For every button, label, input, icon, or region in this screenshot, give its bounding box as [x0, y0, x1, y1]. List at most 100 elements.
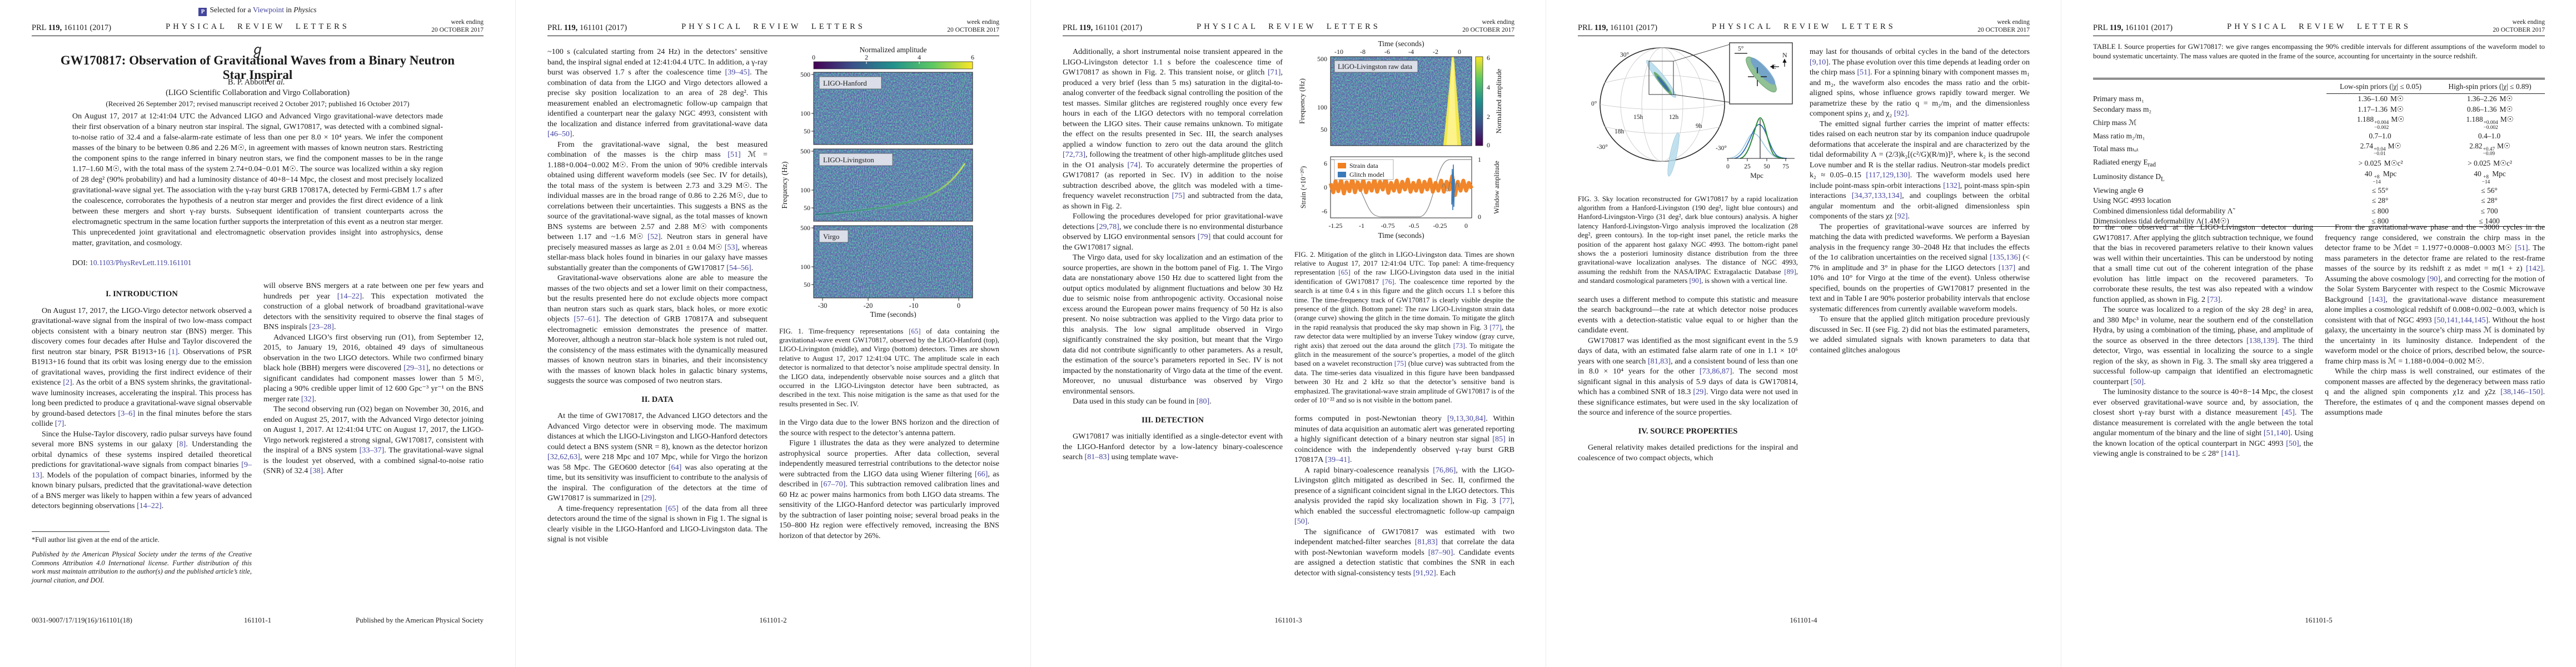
citation-link[interactable]: [72,73] [1063, 150, 1086, 159]
citation-link[interactable]: [143] [2368, 295, 2386, 304]
citation-link[interactable]: [138,139] [2246, 336, 2278, 345]
citation-link[interactable]: [34,37,133,134] [1851, 191, 1902, 200]
citation-link[interactable]: [81–83] [1084, 452, 1110, 461]
table-row: Secondary mass m₂ 1.17–1.36 M☉ 0.86–1.36 M… [2093, 104, 2513, 113]
svg-text:-8: -8 [1360, 48, 1366, 56]
citation-link[interactable]: [29–31] [403, 364, 428, 372]
citation-link[interactable]: [38] [310, 466, 323, 475]
citation-link[interactable]: [90] [2427, 274, 2440, 283]
citation-link[interactable]: [38,146–150] [2500, 387, 2543, 396]
citation-link[interactable]: [53] [724, 242, 738, 252]
column-5-left: to the one observed at the LIGO-Livingst… [2093, 222, 2313, 610]
paragraph: GW170817 was initially identified as a s… [1063, 432, 1283, 461]
citation-link[interactable]: [73] [2207, 295, 2220, 304]
svg-text:500: 500 [1317, 55, 1327, 63]
citation-link[interactable]: [29] [1693, 387, 1706, 397]
citation-link[interactable]: [77] [1489, 323, 1502, 331]
citation-link[interactable]: [1] [168, 347, 178, 356]
authors-line: B. P. Abbott et al.* [227, 77, 288, 87]
citation-link[interactable]: [32] [301, 394, 315, 404]
citation-link[interactable]: [74] [1127, 160, 1140, 170]
citation-link[interactable]: [81,83] [1647, 356, 1671, 366]
svg-text:-1: -1 [1359, 222, 1364, 230]
citation-link[interactable]: [64] [668, 462, 682, 472]
citation-link[interactable]: [65] [1338, 268, 1351, 277]
citation-link[interactable]: [92] [1895, 212, 1908, 221]
citation-link[interactable]: [32,62,63] [547, 452, 580, 461]
paragraph: A time-frequency representation [65] of … [547, 504, 768, 544]
citation-link[interactable]: [8] [176, 440, 186, 449]
footnote-block: *Full author list given at the end of th… [32, 531, 252, 585]
citation-link[interactable]: [9,10] [1810, 57, 1829, 67]
table-row: Chirp mass ℳ 1.188 +0.004 −0.002 M☉ 1.188 +0… [2093, 115, 2514, 131]
viewpoint-mid: in [284, 6, 294, 14]
citation-link[interactable]: [92] [1894, 109, 1907, 118]
citation-link[interactable]: [73,86,87] [1699, 367, 1732, 376]
citation-link[interactable]: [14–22] [137, 501, 162, 510]
citation-link[interactable]: [33–37] [359, 446, 385, 455]
fig2-raw-label: LIGO-Livingston raw data [1338, 63, 1412, 71]
citation-link[interactable]: [66] [974, 469, 988, 479]
citation-link[interactable]: [79] [1197, 232, 1211, 241]
citation-link[interactable]: [85] [1492, 435, 1506, 444]
citation-link[interactable]: [51] [2515, 243, 2528, 252]
citation-link[interactable]: [76,86] [1433, 465, 1456, 475]
citation-link[interactable]: [81,83] [1414, 537, 1438, 547]
citation-link[interactable]: [29] [641, 494, 655, 502]
svg-text:0: 0 [1464, 222, 1468, 230]
paragraph: II. DATA [641, 395, 674, 404]
citation-link[interactable]: [7] [54, 419, 64, 428]
citation-link[interactable]: [137] [1998, 263, 2016, 272]
citation-link[interactable]: [91,92] [1413, 568, 1436, 578]
citation-link[interactable]: [76] [1382, 277, 1394, 286]
citation-link[interactable]: [51] [728, 150, 741, 159]
figure-3-caption: FIG. 3. Sky location reconstructed for G… [1578, 195, 1798, 285]
citation-link[interactable]: [80] [1196, 397, 1210, 406]
svg-text:-2: -2 [1433, 48, 1438, 56]
citation-link[interactable]: [75] [1394, 360, 1407, 368]
citation-link[interactable]: [142] [2525, 264, 2543, 273]
citation-link[interactable]: [77] [1499, 496, 1513, 506]
citation-link[interactable]: [89] [1784, 267, 1796, 276]
svg-text:-20: -20 [864, 302, 873, 310]
viewpoint-link[interactable]: Viewpoint [252, 6, 284, 14]
citation-link[interactable]: [90] [1689, 277, 1701, 285]
citation-link[interactable]: [9–13] [32, 460, 252, 480]
citation-link[interactable]: [51,140] [2263, 429, 2291, 437]
citation-link[interactable]: [51] [1857, 68, 1870, 77]
citation-link[interactable]: [45] [2281, 408, 2295, 417]
citation-link[interactable]: [57–61] [574, 315, 599, 323]
doi-link[interactable]: 10.1103/PhysRevLett.119.161101 [89, 258, 192, 267]
table-row: Mass ratio m₂/m₁ 0.7–1.0 0.4–1.0 [2093, 131, 2501, 140]
citation-link[interactable]: [65] [665, 504, 679, 513]
citation-link[interactable]: [54–56] [726, 263, 751, 272]
citation-link[interactable]: [46–50] [547, 130, 572, 138]
citation-link[interactable]: [39–41] [1325, 455, 1350, 465]
week-ending: week ending 20 OCTOBER 2017 [947, 19, 999, 33]
citation-link[interactable]: [14–22] [337, 291, 362, 301]
citation-link[interactable]: [73] [1453, 341, 1466, 350]
fig2-legend-strain: Strain data [1349, 162, 1378, 170]
week-ending: week ending 20 OCTOBER 2017 [431, 19, 484, 33]
citation-link[interactable]: [141] [2221, 449, 2238, 458]
citation-link[interactable]: [50,141,144,145] [2434, 315, 2489, 325]
citation-link[interactable]: [50] [2286, 439, 2299, 448]
citation-link[interactable]: [52] [647, 232, 661, 241]
citation-link[interactable]: [50] [2130, 377, 2144, 386]
citation-link[interactable]: [117,129,130] [1866, 171, 1910, 180]
citation-link[interactable]: [2] [63, 378, 72, 387]
citation-link[interactable]: [65] [909, 327, 921, 335]
citation-link[interactable]: [67–70] [820, 480, 846, 489]
citation-link[interactable]: [3–6] [118, 409, 136, 418]
citation-link[interactable]: [135,136] [1990, 253, 2021, 262]
citation-link[interactable]: [9,13,30,84] [1447, 414, 1486, 424]
citation-link[interactable]: [71] [1267, 68, 1281, 77]
page-4: PRL 119, 161101 (2017) PHYSICAL REVIEW L… [1546, 0, 2061, 667]
citation-link[interactable]: [23–28] [309, 322, 334, 331]
citation-link[interactable]: [29,78] [1096, 222, 1119, 231]
citation-link[interactable]: [87–90] [1428, 547, 1453, 557]
citation-link[interactable]: [132] [1943, 181, 1960, 190]
citation-link[interactable]: [75] [1172, 191, 1185, 200]
citation-link[interactable]: [50] [1294, 517, 1308, 526]
citation-link[interactable]: [39–45] [725, 68, 750, 77]
